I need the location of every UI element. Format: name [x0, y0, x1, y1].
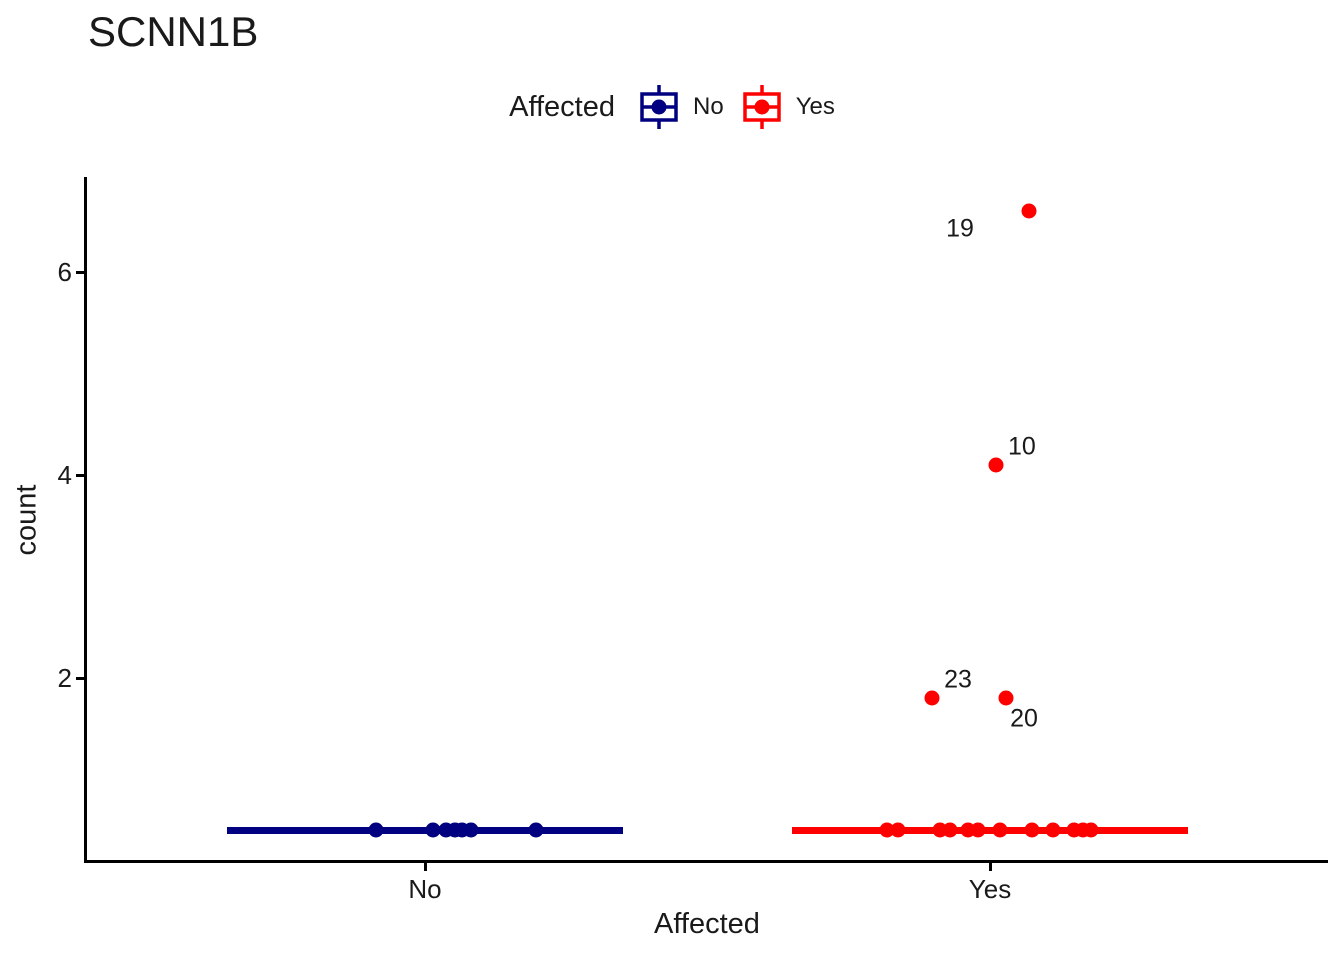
- outlier-point: [1021, 203, 1037, 219]
- data-point: [970, 822, 986, 838]
- plot-title: SCNN1B: [88, 8, 259, 55]
- x-tick-label: No: [408, 874, 442, 904]
- boxplot-key-no-icon: [640, 85, 678, 129]
- data-point: [942, 822, 958, 838]
- y-tick-mark: [76, 270, 85, 274]
- boxplot-key-yes-icon: [742, 85, 781, 129]
- y-tick-mark: [76, 676, 85, 680]
- outlier-point: [924, 690, 940, 706]
- boxplot-median-line: [227, 826, 623, 834]
- y-tick-label: 6: [57, 257, 72, 287]
- outlier-label: 23: [944, 665, 972, 694]
- outlier-label: 10: [1008, 432, 1036, 461]
- x-tick-label: Yes: [968, 874, 1012, 904]
- data-point: [425, 822, 441, 838]
- x-tick-mark: [423, 862, 427, 871]
- y-tick-mark: [76, 473, 85, 477]
- x-axis-title: Affected: [654, 908, 760, 940]
- outlier-point: [988, 457, 1004, 473]
- data-point: [992, 822, 1008, 838]
- y-axis-line: [84, 177, 87, 862]
- legend-label-yes: Yes: [795, 93, 835, 120]
- data-point: [890, 822, 906, 838]
- boxplot-median-line: [792, 826, 1188, 834]
- data-point: [463, 822, 479, 838]
- legend-label-no: No: [693, 93, 724, 120]
- y-tick-label: 2: [57, 663, 72, 693]
- data-point: [528, 822, 544, 838]
- outlier-point: [998, 690, 1014, 706]
- x-tick-mark: [988, 862, 992, 871]
- outlier-label: 19: [946, 214, 974, 243]
- data-point: [1024, 822, 1040, 838]
- data-point: [368, 822, 384, 838]
- legend: Affected No Yes: [0, 78, 1344, 136]
- x-axis-line: [84, 860, 1328, 863]
- y-tick-label: 4: [57, 460, 72, 490]
- legend-item-no: No: [637, 81, 724, 133]
- data-point: [1083, 822, 1099, 838]
- outlier-label: 20: [1010, 704, 1038, 733]
- legend-title: Affected: [509, 90, 616, 123]
- legend-item-yes: Yes: [740, 81, 835, 133]
- data-point: [1045, 822, 1061, 838]
